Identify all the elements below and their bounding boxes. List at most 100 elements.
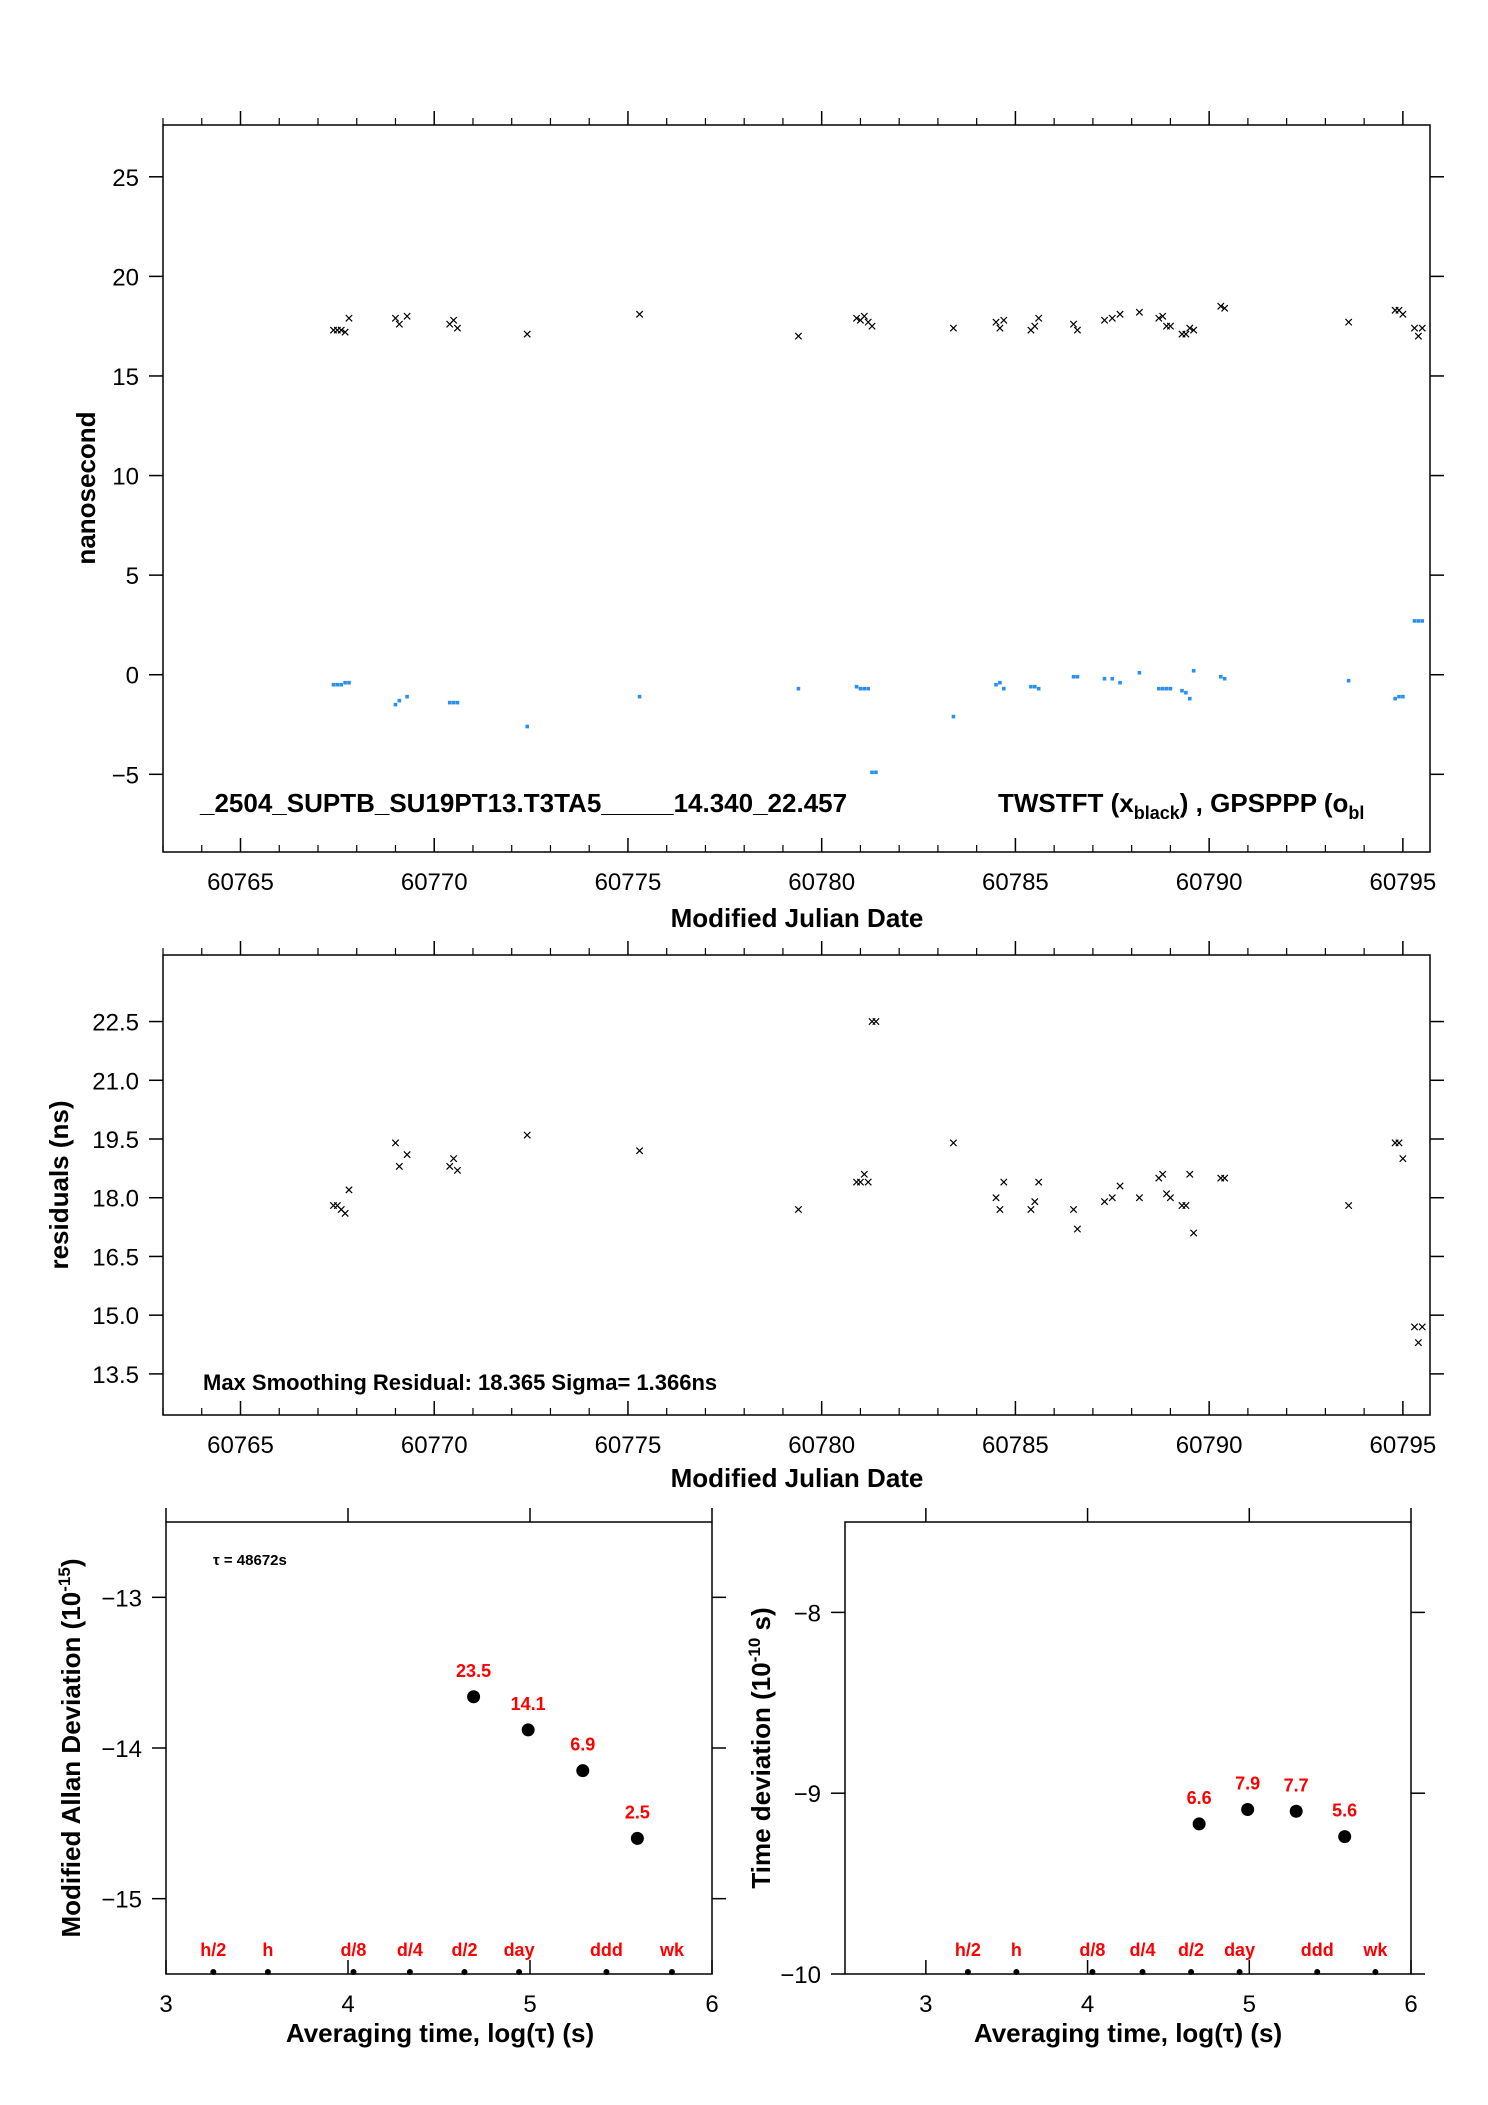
y-tick-label: 15.0	[92, 1303, 139, 1330]
gpsppp-point	[447, 700, 452, 705]
y-axis-label: Time deviation (10-10 s)	[745, 1607, 776, 1888]
plot-frame	[162, 954, 1431, 1416]
y-tick-label: 21.0	[92, 1068, 139, 1095]
gpsppp-point	[1180, 688, 1184, 693]
gpsppp-point	[1156, 686, 1161, 691]
residual-point	[453, 1166, 462, 1174]
axis-ticks	[831, 1508, 1425, 1975]
gpsppp-point	[1218, 674, 1223, 679]
twstft-point	[1190, 326, 1198, 334]
residual-point	[1399, 1154, 1407, 1163]
twstft-point	[1116, 310, 1124, 318]
plot-frame	[844, 1521, 1412, 1975]
residual-point	[856, 1178, 865, 1186]
interval-label: ddd	[590, 1940, 623, 1960]
interval-marker	[1188, 1969, 1195, 1975]
y-axis-label-main: Time deviation (10	[746, 1662, 776, 1888]
deviation-value-label: 7.9	[1235, 1773, 1260, 1793]
gpsppp-point	[1191, 668, 1196, 673]
interval-label: h/2	[955, 1940, 981, 1960]
residual-point	[1073, 1225, 1082, 1233]
y-tick-labels: −15 −14 −13	[101, 1585, 142, 1913]
x-tick-label: 4	[341, 1991, 354, 2018]
y-tick-label: 13.5	[92, 1362, 139, 1389]
gpsppp-point	[796, 686, 801, 691]
axis-ticks	[152, 1508, 726, 1974]
interval-label: day	[504, 1940, 535, 1960]
interval-marker	[264, 1969, 271, 1975]
gpsppp-point	[1416, 619, 1421, 623]
x-tick-label: 6	[1404, 1991, 1417, 2018]
interval-label: d/2	[451, 1940, 477, 1960]
gpsppp-point	[393, 702, 398, 707]
plot-frame	[162, 124, 1431, 853]
deviation-value-label: 5.6	[1332, 1801, 1357, 1821]
residual-point	[635, 1147, 644, 1155]
axis-ticks	[149, 941, 1444, 1415]
x-tick-label: 3	[919, 1991, 932, 2018]
twstft-point	[992, 318, 1000, 326]
residual-point	[1000, 1178, 1008, 1186]
y-axis-label: nanosecond	[71, 411, 101, 564]
residual-point	[1116, 1182, 1124, 1190]
x-tick-labels: 60765 60770 60775 60780 60785 60790 60795	[207, 1432, 1436, 1459]
gpsppp-point	[451, 700, 456, 705]
gpsppp-point	[1164, 686, 1169, 691]
x-tick-label: 60795	[1370, 1432, 1437, 1459]
deviation-value-label: 23.5	[456, 1661, 491, 1681]
gpsppp-point	[347, 680, 351, 685]
y-axis-label-tail: s)	[746, 1607, 776, 1637]
data-points: 23.5 14.1 6.9 2.5 h/2 h d/8 d/4 d/2 day ddd wk	[200, 1661, 685, 1975]
x-tick-labels: 60765 60770 60775 60780 60785 60790 60795	[207, 869, 1436, 896]
gpsppp-point	[1346, 678, 1351, 683]
residual-point	[1135, 1194, 1144, 1202]
twstft-point	[1035, 314, 1043, 322]
x-axis-label: Averaging time, log(τ) (s)	[286, 2018, 594, 2048]
series-legend: TWSTFT (xblack) , GPSPPP (obl	[998, 788, 1364, 823]
twstft-point	[449, 316, 458, 324]
gpsppp-point	[405, 694, 409, 699]
twstft-point	[345, 314, 353, 322]
x-tick-label: 60785	[982, 1432, 1049, 1459]
twstft-point	[949, 324, 958, 332]
interval-label: d/8	[340, 1940, 366, 1960]
x-tick-label: 60780	[788, 1432, 855, 1459]
smoothing-residual-annotation: Max Smoothing Residual: 18.365 Sigma= 1.…	[203, 1370, 717, 1395]
x-tick-label: 60775	[595, 869, 662, 896]
gpsppp-point	[455, 700, 460, 705]
interval-marker	[1314, 1969, 1321, 1975]
twstft-point	[1414, 332, 1423, 340]
x-axis-label: Modified Julian Date	[671, 903, 924, 933]
deviation-point	[576, 1764, 590, 1778]
x-tick-label: 60790	[1176, 869, 1243, 896]
twstft-point	[1159, 312, 1167, 320]
y-tick-label: 25	[112, 165, 139, 192]
interval-label: day	[1224, 1940, 1255, 1960]
residual-point	[1186, 1170, 1194, 1178]
twstft-point	[453, 324, 462, 332]
residual-point	[523, 1131, 531, 1139]
modified-allan-deviation-panel: 3 4 5 6 −15 −14 −13 23.5 14.1 6.9 2.5 h/2 h d/8 d/4 d…	[55, 1508, 726, 2048]
x-tick-label: 60785	[982, 869, 1049, 896]
gpsppp-point	[525, 724, 530, 729]
x-tick-label: 60765	[207, 869, 274, 896]
interval-marker	[406, 1969, 413, 1975]
residual-point	[1166, 1194, 1175, 1202]
gpsppp-point	[874, 770, 878, 775]
deviation-point	[521, 1723, 535, 1737]
interval-marker	[668, 1969, 675, 1975]
residual-point	[1414, 1338, 1423, 1347]
residual-point	[949, 1139, 958, 1147]
legend-gpsppp: ) , GPSPPP (o	[1180, 788, 1349, 818]
gpsppp-point	[331, 682, 336, 687]
gpsppp-point	[870, 770, 874, 775]
tau-annotation: τ = 48672s	[213, 1552, 287, 1569]
gpsppp-point	[1036, 686, 1041, 691]
interval-label: d/4	[397, 1940, 423, 1960]
interval-label: wk	[659, 1940, 685, 1960]
twstft-point	[1418, 324, 1426, 332]
y-tick-labels: −10 −9 −8	[780, 1600, 821, 1989]
twstft-point	[337, 326, 345, 334]
y-tick-label: −8	[794, 1600, 821, 1627]
gpsppp-point	[862, 686, 867, 691]
